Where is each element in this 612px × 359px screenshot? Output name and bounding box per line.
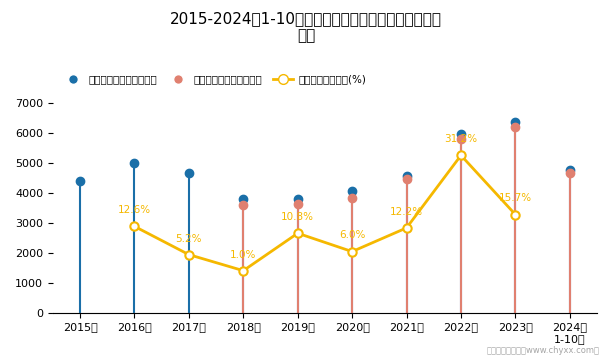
Text: 制图：智研咨询（www.chyxx.com）: 制图：智研咨询（www.chyxx.com） xyxy=(487,346,600,355)
Text: 31.2%: 31.2% xyxy=(444,134,477,144)
Legend: 利润总额累计值（亿元）, 营业利润累计值（亿元）, 利润总额累计增长(%): 利润总额累计值（亿元）, 营业利润累计值（亿元）, 利润总额累计增长(%) xyxy=(58,70,371,88)
Text: 15.7%: 15.7% xyxy=(499,194,532,204)
Text: 1.0%: 1.0% xyxy=(230,250,256,260)
Text: 6.0%: 6.0% xyxy=(339,230,365,241)
Text: 2015-2024年1-10月电气机械和器材制造业企业利润统
计图: 2015-2024年1-10月电气机械和器材制造业企业利润统 计图 xyxy=(170,11,442,43)
Text: 12.2%: 12.2% xyxy=(390,207,423,217)
Text: 5.2%: 5.2% xyxy=(176,233,202,243)
Text: 10.8%: 10.8% xyxy=(282,212,314,222)
Text: 12.6%: 12.6% xyxy=(118,205,151,215)
